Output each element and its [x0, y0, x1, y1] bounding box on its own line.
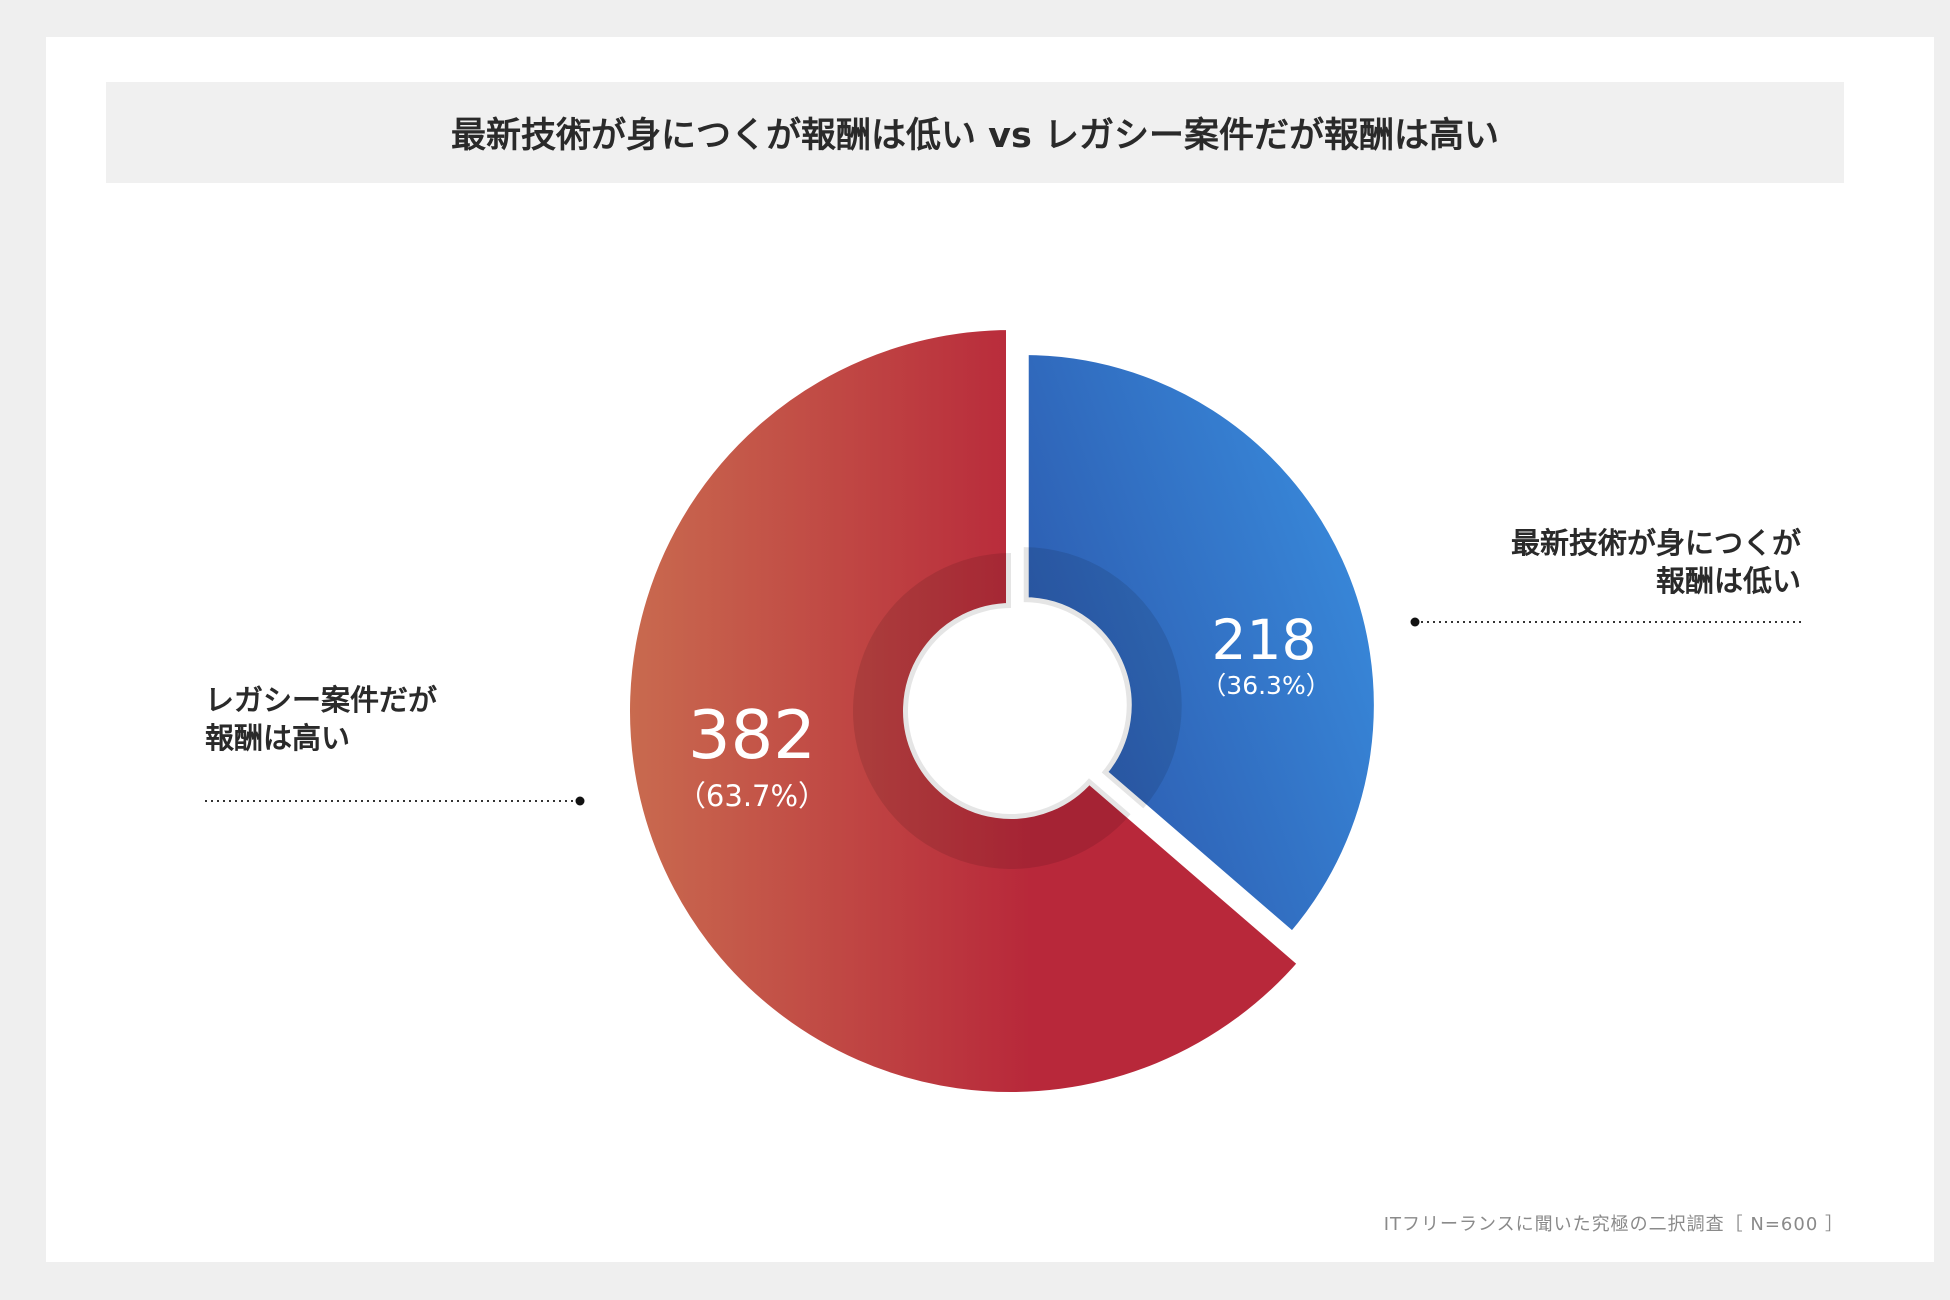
slice	[620, 319, 1311, 1102]
chart-title: 最新技術が身につくが報酬は低い vs レガシー案件だが報酬は高い	[106, 82, 1844, 183]
leader-dot	[1410, 617, 1420, 627]
category-label: 最新技術が身につくが報酬は低い	[1510, 526, 1801, 598]
leader-dot	[575, 796, 585, 806]
inner-ring	[853, 553, 1131, 870]
footnote: ITフリーランスに聞いた究極の二択調査［ N=600 ］	[1383, 1214, 1844, 1235]
percentage-label: （63.7%）	[676, 779, 828, 813]
slice	[1018, 345, 1384, 945]
inner-ring	[1023, 547, 1182, 809]
value-label: 218	[1211, 608, 1317, 672]
value-label: 382	[688, 696, 816, 774]
category-label: レガシー案件だが報酬は高い	[205, 683, 438, 755]
donut-hole	[911, 611, 1111, 811]
percentage-label: （36.3%）	[1201, 671, 1331, 700]
